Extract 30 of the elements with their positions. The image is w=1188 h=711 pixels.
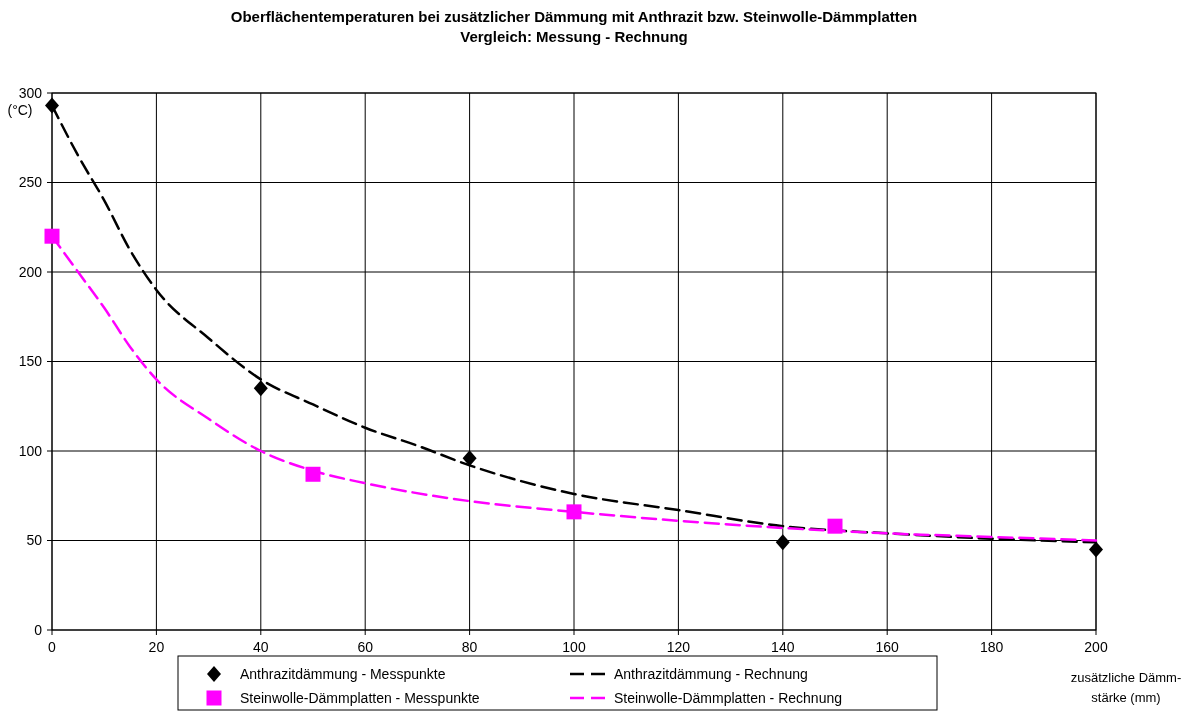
x-tick-label: 80 — [461, 639, 478, 655]
x-tick-label: 180 — [979, 639, 1004, 655]
x-tick-label: 160 — [875, 639, 900, 655]
legend-label: Steinwolle-Dämmplatten - Rechnung — [614, 689, 842, 706]
y-tick-label: 250 — [18, 174, 43, 191]
y-tick-label: 0 — [34, 621, 43, 638]
x-tick-label: 40 — [253, 639, 269, 655]
y-axis-title: (°C) — [7, 102, 33, 118]
y-tick-label: 100 — [18, 442, 43, 459]
x-axis-title: zusätzliche Dämm- stärke (mm) — [1070, 670, 1182, 705]
y-tick-label: 200 — [18, 263, 43, 280]
x-tick-label: 60 — [357, 639, 374, 655]
y-tick-label: 50 — [26, 532, 43, 549]
point — [253, 380, 268, 397]
point — [1089, 541, 1103, 558]
y-tick-label: 300 — [18, 84, 43, 101]
x-tick-label: 100 — [562, 639, 586, 655]
legend-label: Anthrazitdämmung - Messpunkte — [240, 665, 446, 682]
y-tick-label: 150 — [18, 353, 43, 370]
x-tick-label: 0 — [48, 639, 57, 655]
legend-label: Steinwolle-Dämmplatten - Messpunkte — [240, 689, 480, 706]
x-tick-label: 200 — [1084, 639, 1108, 655]
x-tick-label: 140 — [771, 639, 795, 655]
point — [462, 450, 477, 467]
legend-label: Anthrazitdämmung - Rechnung — [614, 665, 808, 682]
x-tick-label: 20 — [148, 639, 165, 655]
chart-title: Oberflächentemperaturen bei zusätzlicher Dämmung mit Anthrazit bzw. Steinwolle-Dämmplatten — [230, 8, 918, 25]
chart-subtitle: Vergleich: Messung - Rechnung — [460, 28, 688, 45]
point — [775, 534, 790, 551]
x-tick-label: 120 — [666, 639, 691, 655]
